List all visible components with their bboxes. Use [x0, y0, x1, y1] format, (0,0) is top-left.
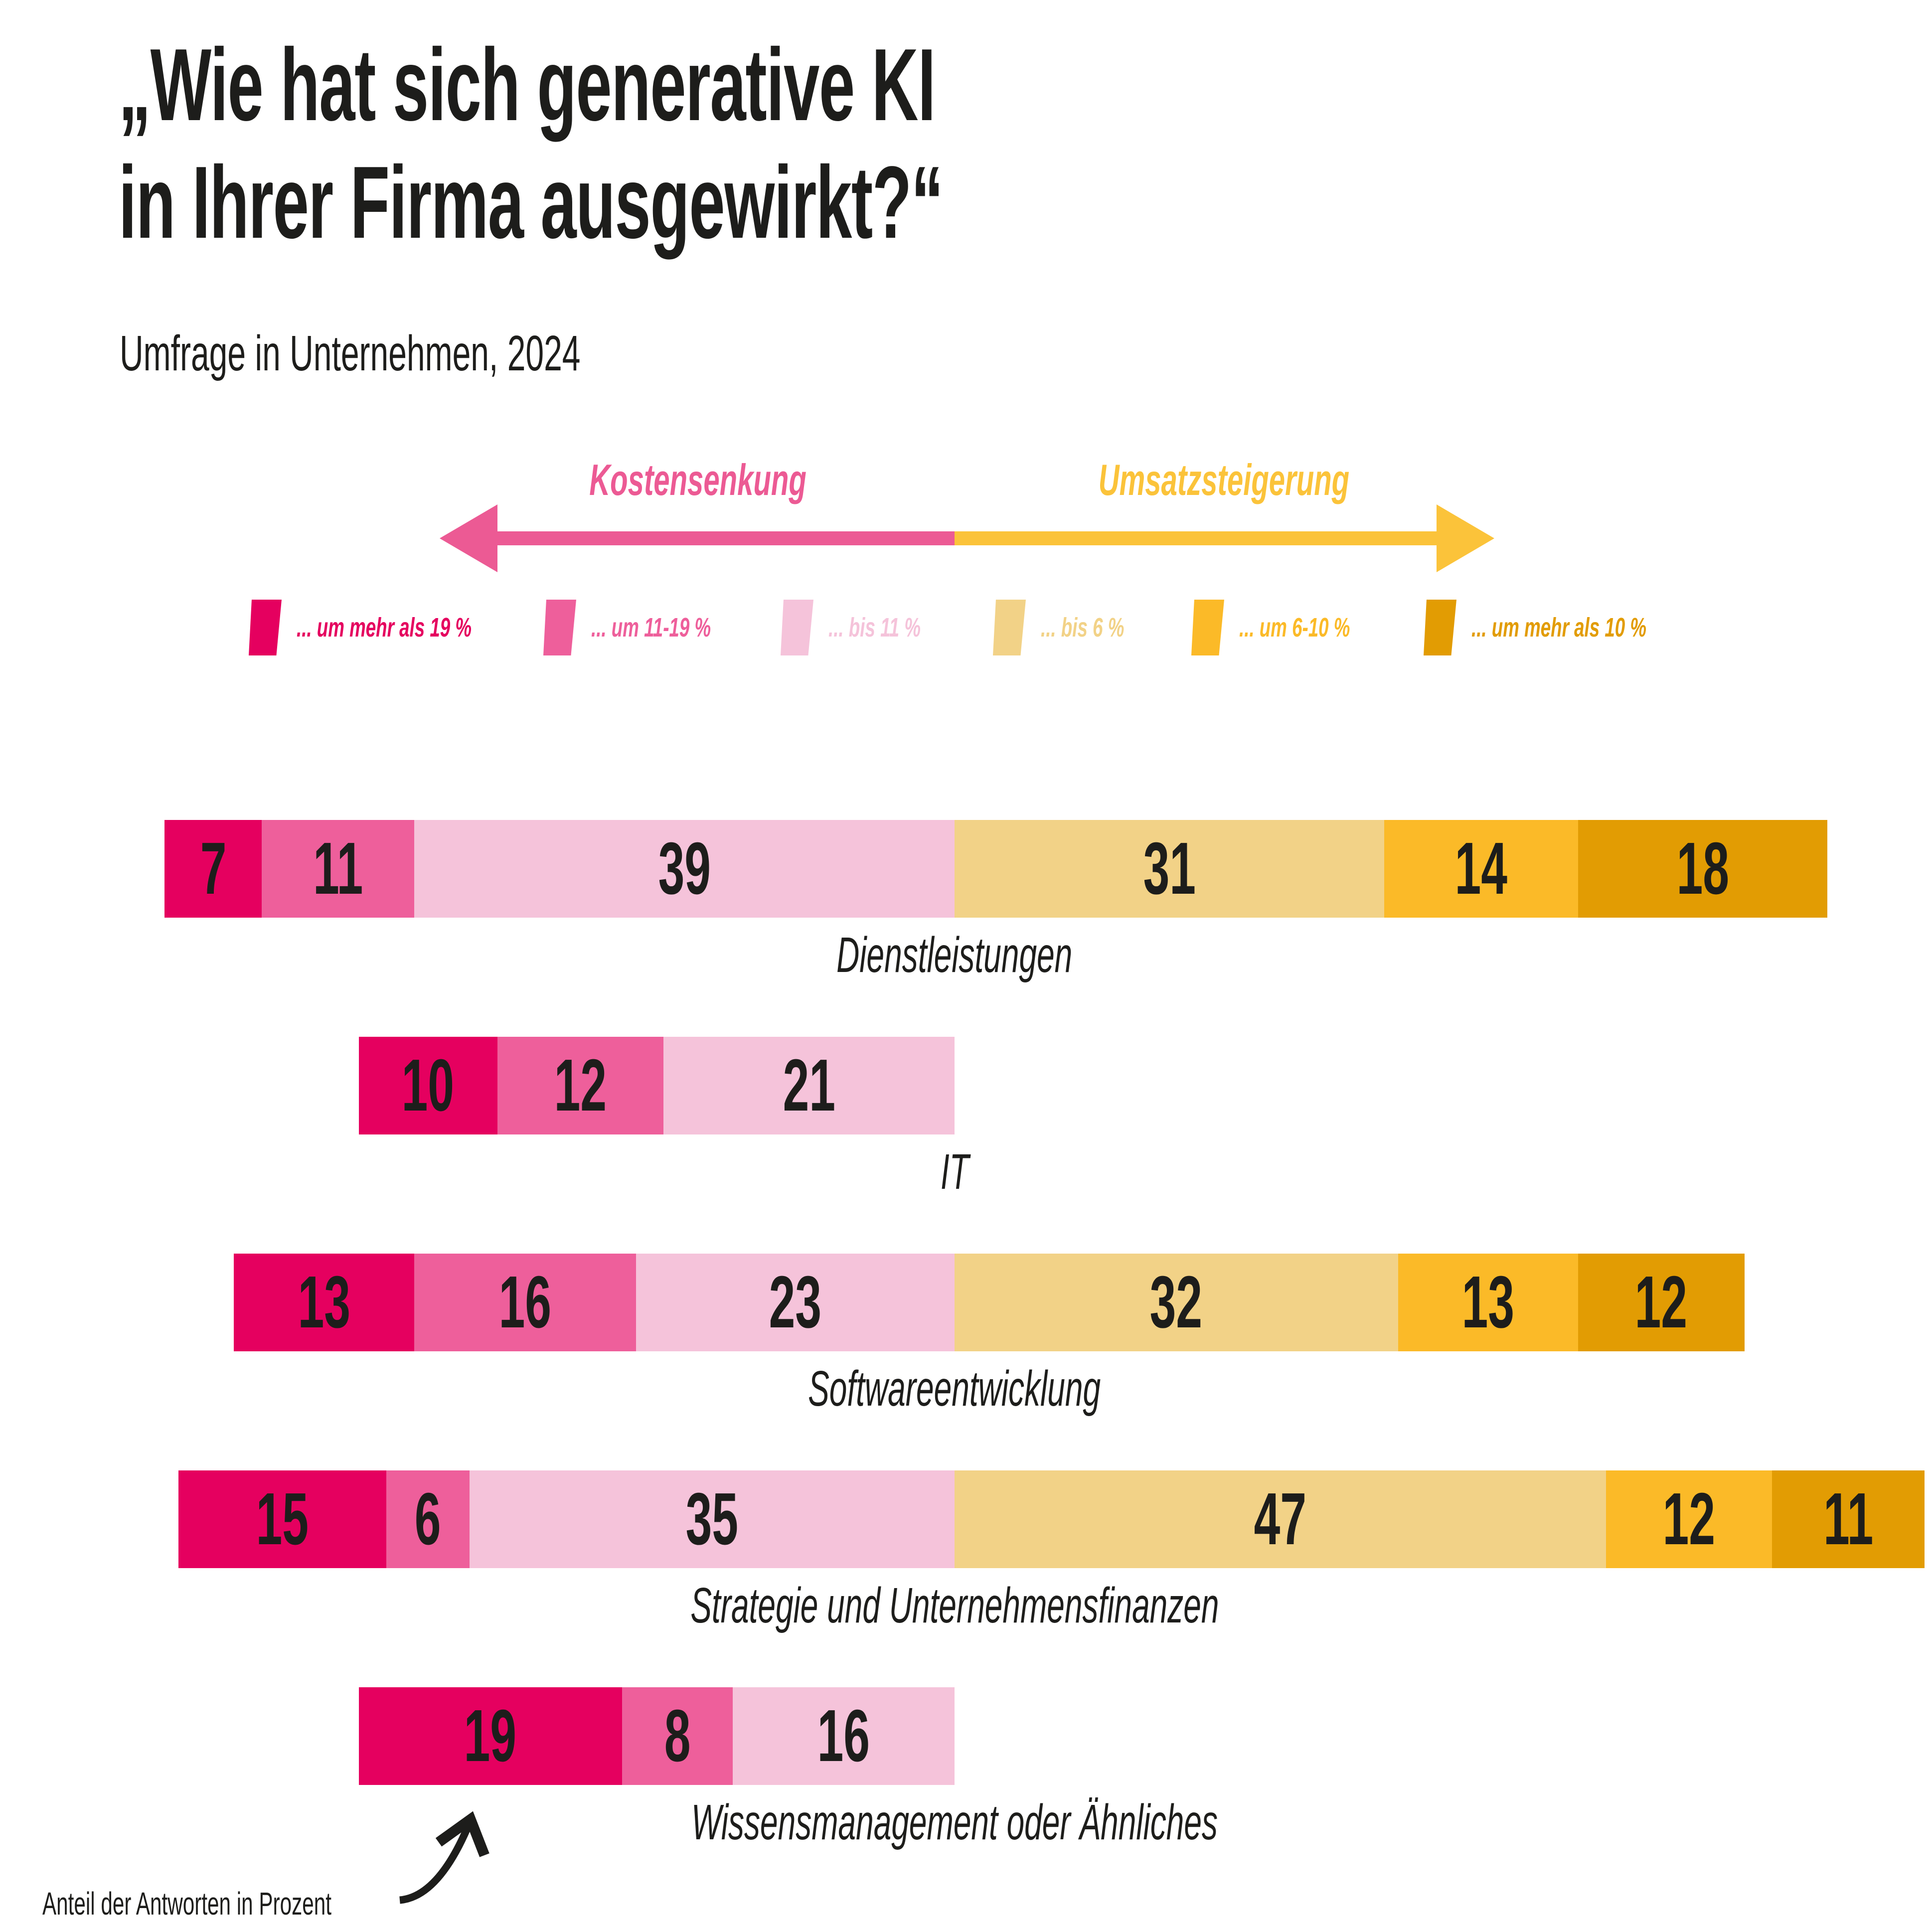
legend-label: ... um mehr als 19 % — [297, 613, 472, 643]
legend-swatch-icon — [781, 600, 813, 655]
title-line-1: „Wie hat sich generative KI — [119, 27, 936, 142]
bar-segment: 7 — [164, 820, 262, 918]
legend-item-4: ... um 6-10 % — [1191, 600, 1402, 655]
legend-label: ... um 11-19 % — [591, 613, 711, 643]
bar-segment: 11 — [262, 820, 414, 918]
bar-segment: 14 — [1384, 820, 1578, 918]
bar-segment: 10 — [358, 1037, 497, 1134]
page-subtitle: Umfrage in Unternehmen, 2024 — [120, 325, 581, 381]
segment-value: 32 — [1150, 1261, 1203, 1343]
bar-segment: 8 — [622, 1687, 733, 1785]
legend-item-1: ... um 11-19 % — [543, 600, 767, 655]
bar-segment: 12 — [497, 1037, 664, 1134]
bar-segment: 18 — [1578, 820, 1828, 918]
annotation-text: Anteil der Antworten in Prozent — [42, 1886, 331, 1922]
legend-item-0: ... um mehr als 19 % — [249, 600, 554, 655]
segment-value: 31 — [1143, 827, 1196, 910]
segment-value: 11 — [1823, 1478, 1874, 1560]
segment-value: 14 — [1454, 827, 1508, 910]
bar-segment: 32 — [955, 1254, 1398, 1351]
segment-value: 6 — [415, 1478, 441, 1560]
bar-segment: 13 — [234, 1254, 414, 1351]
segment-value: 16 — [817, 1695, 870, 1777]
segment-value: 16 — [498, 1261, 551, 1343]
legend-swatch-icon — [1424, 600, 1456, 655]
axis-label-kostensenkung: Kostensenkung — [589, 455, 806, 504]
bar-segment: 19 — [358, 1687, 622, 1785]
legend-item-5: ... um mehr als 10 % — [1424, 600, 1729, 655]
segment-value: 8 — [664, 1695, 691, 1777]
segment-value: 12 — [554, 1044, 607, 1127]
legend-swatch-icon — [1191, 600, 1224, 655]
segment-value: 39 — [658, 827, 711, 910]
legend-item-3: ... bis 6 % — [993, 600, 1163, 655]
bar-segment: 13 — [1398, 1254, 1578, 1351]
bar-label-4: Wissensmanagement oder Ähnliches — [691, 1794, 1218, 1850]
bar-label-2: Softwareentwicklung — [808, 1361, 1101, 1417]
segment-value: 35 — [685, 1478, 739, 1560]
direction-arrow-icon — [440, 504, 1494, 572]
segment-value: 12 — [1635, 1261, 1688, 1343]
bar-segment: 47 — [955, 1470, 1606, 1568]
bar-segment: 31 — [955, 820, 1384, 918]
segment-value: 19 — [464, 1695, 517, 1777]
bar-segment: 16 — [414, 1254, 636, 1351]
axis-label-umsatzsteigerung: Umsatzsteigerung — [1098, 455, 1349, 504]
bar-segment: 23 — [636, 1254, 955, 1351]
segment-value: 15 — [256, 1478, 309, 1560]
segment-value: 23 — [769, 1261, 821, 1343]
legend-swatch-icon — [543, 600, 576, 655]
legend-label: ... um 6-10 % — [1239, 613, 1350, 643]
segment-value: 11 — [313, 827, 363, 910]
segment-value: 47 — [1254, 1478, 1306, 1560]
bar-segment: 16 — [733, 1687, 955, 1785]
bar-segment: 39 — [414, 820, 955, 918]
segment-value: 7 — [200, 827, 227, 910]
bar-segment: 21 — [663, 1037, 955, 1134]
segment-value: 10 — [401, 1044, 455, 1127]
bar-segment: 15 — [178, 1470, 387, 1568]
legend-swatch-icon — [249, 600, 282, 655]
bar-label-3: Strategie und Unternehmensfinanzen — [690, 1578, 1219, 1633]
legend-swatch-icon — [993, 600, 1026, 655]
segment-value: 13 — [298, 1261, 350, 1343]
bar-segment: 11 — [1772, 1470, 1925, 1568]
segment-value: 13 — [1461, 1261, 1514, 1343]
bar-label-0: Dienstleistungen — [836, 927, 1073, 983]
bar-segment: 12 — [1606, 1470, 1772, 1568]
annotation-arrow-icon — [399, 1811, 489, 1904]
legend-label: ... um mehr als 10 % — [1471, 613, 1647, 643]
bar-label-1: IT — [940, 1144, 969, 1200]
title-line-2: in Ihrer Firma ausgewirkt?“ — [119, 145, 944, 260]
segment-value: 21 — [783, 1044, 835, 1127]
legend-label: ... bis 11 % — [828, 613, 921, 643]
page-title: „Wie hat sich generative KI in Ihrer Fir… — [119, 26, 1427, 261]
segment-value: 12 — [1662, 1478, 1716, 1560]
bar-segment: 12 — [1578, 1254, 1745, 1351]
legend-label: ... bis 6 % — [1041, 613, 1125, 643]
segment-value: 18 — [1676, 827, 1729, 910]
bar-segment: 6 — [386, 1470, 470, 1568]
legend-item-2: ... bis 11 % — [781, 600, 964, 655]
bar-segment: 35 — [470, 1470, 955, 1568]
